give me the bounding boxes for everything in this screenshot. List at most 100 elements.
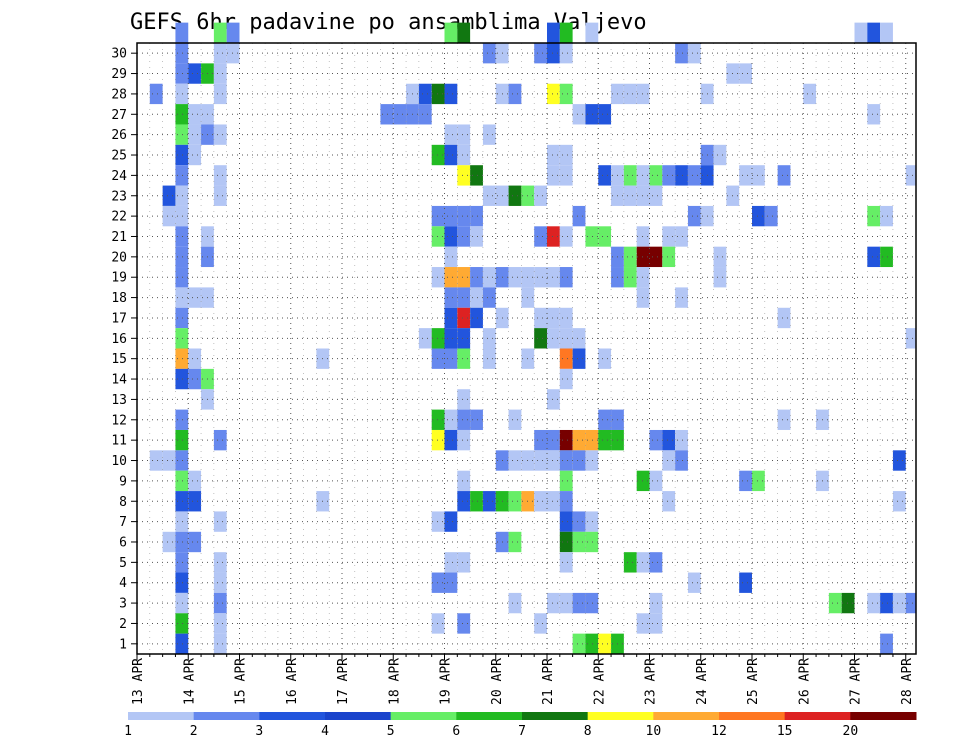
- heatmap-cell: [559, 226, 573, 247]
- heatmap-cell: [444, 429, 458, 451]
- heatmap-cell: [623, 185, 637, 206]
- heatmap-cell: [213, 429, 227, 451]
- y-tick-label: 8: [119, 495, 127, 510]
- x-tick-label: 17 APR: [336, 658, 351, 705]
- heatmap-cell: [880, 592, 893, 614]
- heatmap-cell: [149, 83, 163, 105]
- heatmap-cell: [534, 267, 547, 288]
- x-tick-label: 26 APR: [797, 658, 812, 705]
- heatmap-cell: [213, 43, 227, 64]
- y-tick-label: 4: [119, 576, 127, 591]
- heatmap-cell: [572, 328, 586, 349]
- heatmap-cell: [175, 328, 189, 349]
- heatmap-cell: [431, 205, 445, 227]
- heatmap-cell: [213, 124, 227, 145]
- heatmap-cell: [444, 226, 458, 247]
- heatmap-cell: [752, 470, 765, 492]
- y-tick-label: 25: [111, 149, 127, 164]
- heatmap-cell: [508, 267, 522, 288]
- heatmap-cell: [444, 409, 458, 430]
- heatmap-cell: [482, 124, 496, 145]
- heatmap-cell: [559, 429, 573, 451]
- heatmap-cell: [213, 633, 227, 654]
- heatmap-cell: [534, 226, 547, 247]
- heatmap-cell: [559, 450, 573, 471]
- heatmap-cell: [649, 246, 663, 268]
- heatmap-cell: [892, 450, 906, 471]
- y-tick-label: 2: [119, 617, 127, 632]
- heatmap-cell: [418, 83, 432, 105]
- heatmap-cell: [444, 83, 458, 105]
- heatmap-cell: [431, 144, 445, 166]
- heatmap-cell: [867, 104, 881, 125]
- heatmap-cell: [162, 205, 176, 227]
- heatmap-cell: [175, 246, 189, 268]
- heatmap-cell: [649, 552, 663, 573]
- heatmap-cell: [675, 450, 688, 471]
- heatmap-cell: [380, 104, 394, 125]
- heatmap-cell: [687, 43, 701, 64]
- heatmap-cell: [188, 348, 202, 369]
- y-tick-label: 27: [111, 108, 127, 123]
- heatmap-cell: [585, 633, 599, 654]
- heatmap-cell: [175, 409, 189, 430]
- heatmap-cell: [213, 63, 227, 84]
- heatmap-cell: [444, 22, 458, 43]
- heatmap-cell: [867, 246, 881, 268]
- heatmap-cell: [213, 83, 227, 105]
- heatmap-cell: [649, 429, 663, 451]
- heatmap-cell: [444, 552, 458, 573]
- heatmap-cell: [905, 328, 916, 349]
- heatmap-cell: [572, 348, 586, 369]
- heatmap-cell: [803, 83, 817, 105]
- heatmap-cell: [559, 22, 573, 43]
- heatmap-cell: [457, 409, 471, 430]
- heatmap-cell: [559, 531, 573, 553]
- heatmap-cell: [188, 368, 202, 390]
- heatmap-cell: [482, 348, 496, 369]
- heatmap-cell: [457, 165, 471, 186]
- heatmap-cell: [482, 43, 496, 64]
- heatmap-cell: [713, 246, 727, 268]
- heatmap-cell: [175, 633, 189, 654]
- heatmap-cell: [687, 205, 701, 227]
- heatmap-cell: [623, 246, 637, 268]
- heatmap-cell: [636, 83, 650, 105]
- heatmap-cell: [175, 43, 189, 64]
- heatmap-cell: [444, 572, 458, 593]
- heatmap-cell: [713, 267, 727, 288]
- colorbar-swatch: [522, 712, 589, 720]
- heatmap-cell: [572, 104, 586, 125]
- heatmap-cell: [149, 450, 163, 471]
- colorbar-swatch: [784, 712, 851, 720]
- heatmap-cell: [547, 83, 560, 105]
- heatmap-cell: [508, 450, 522, 471]
- y-tick-label: 6: [119, 535, 127, 550]
- heatmap-cell: [444, 144, 458, 166]
- heatmap-cell: [559, 511, 573, 532]
- heatmap-cell: [598, 429, 612, 451]
- heatmap-cell: [892, 491, 906, 512]
- heatmap-cell: [175, 511, 189, 532]
- heatmap-cell: [598, 348, 612, 369]
- heatmap-cell: [175, 592, 189, 614]
- heatmap-cell: [470, 307, 483, 329]
- heatmap-cell: [547, 267, 560, 288]
- heatmap-cell: [508, 185, 522, 206]
- heatmap-cell: [559, 328, 573, 349]
- heatmap-cell: [175, 491, 189, 512]
- heatmap-cell: [175, 63, 189, 84]
- heatmap-cell: [457, 470, 471, 492]
- heatmap-cell: [457, 205, 471, 227]
- colorbar-swatch: [456, 712, 523, 720]
- heatmap-cell: [739, 165, 752, 186]
- colorbar-swatch: [128, 712, 195, 720]
- heatmap-cell: [188, 144, 202, 166]
- y-tick-label: 3: [119, 597, 127, 612]
- heatmap-cell: [867, 592, 881, 614]
- grid-layer: [136, 43, 916, 654]
- heatmap-cell: [585, 22, 599, 43]
- heatmap-cell: [585, 226, 599, 247]
- heatmap-cell: [508, 531, 522, 553]
